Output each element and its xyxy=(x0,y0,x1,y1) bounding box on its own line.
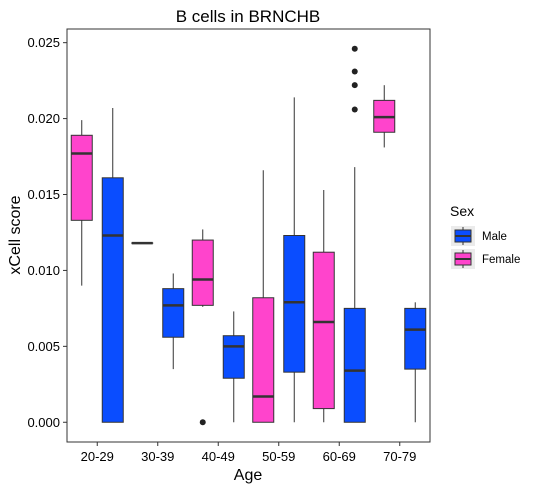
box-iqr xyxy=(252,297,275,423)
box-male-50-59 xyxy=(283,97,306,423)
box-female-40-49 xyxy=(191,229,214,426)
y-axis: 0.000 0.005 0.010 0.015 0.020 0.025 xyxy=(27,35,67,430)
box-female-60-69 xyxy=(312,189,335,423)
x-axis: 20-29 30-39 40-49 50-59 60-69 70-79 xyxy=(81,442,416,464)
legend-label-female: Female xyxy=(482,254,520,266)
box-male-40-49 xyxy=(222,311,245,423)
box-female-20-29 xyxy=(70,120,93,286)
y-tick-label: 0.010 xyxy=(27,263,60,278)
x-tick-label: 60-69 xyxy=(323,449,356,464)
box-iqr xyxy=(312,251,335,410)
y-tick-label: 0.005 xyxy=(27,339,60,354)
x-axis-title: Age xyxy=(234,467,263,484)
outlier-point xyxy=(351,68,358,75)
outlier-point xyxy=(351,106,358,113)
y-tick-label: 0.020 xyxy=(27,111,60,126)
y-tick-label: 0.000 xyxy=(27,415,60,430)
box-iqr xyxy=(191,239,214,306)
box-male-30-39 xyxy=(162,273,185,370)
outlier-point xyxy=(351,45,358,52)
legend-item-male: Male xyxy=(451,226,507,246)
box-iqr xyxy=(404,307,427,370)
plot-panel xyxy=(66,28,431,443)
y-tick-label: 0.025 xyxy=(27,35,60,50)
x-tick-label: 40-49 xyxy=(202,449,235,464)
box-iqr xyxy=(283,235,306,373)
x-tick-label: 30-39 xyxy=(141,449,174,464)
box-iqr xyxy=(222,335,245,379)
outlier-point xyxy=(199,419,206,426)
box-iqr xyxy=(101,177,124,423)
legend-label-male: Male xyxy=(482,231,507,243)
box-male-60-69 xyxy=(343,45,366,423)
legend-title: Sex xyxy=(450,203,474,219)
box-male-20-29 xyxy=(101,107,124,423)
chart-marks xyxy=(70,45,427,426)
legend-item-female: Female xyxy=(451,249,520,269)
y-tick-label: 0.015 xyxy=(27,187,60,202)
box-female-70-79 xyxy=(373,85,396,148)
box-male-70-79 xyxy=(404,302,427,423)
box-female-50-59 xyxy=(252,170,275,423)
x-tick-label: 70-79 xyxy=(383,449,416,464)
x-tick-label: 20-29 xyxy=(81,449,114,464)
outlier-point xyxy=(351,82,358,89)
box-iqr xyxy=(70,134,93,221)
y-axis-title: xCell score xyxy=(7,195,24,274)
x-tick-label: 50-59 xyxy=(262,449,295,464)
legend: Sex Male Female xyxy=(450,203,520,269)
box-iqr xyxy=(162,288,185,338)
box-iqr xyxy=(343,307,366,423)
chart-title: B cells in BRNCHB xyxy=(176,7,321,26)
